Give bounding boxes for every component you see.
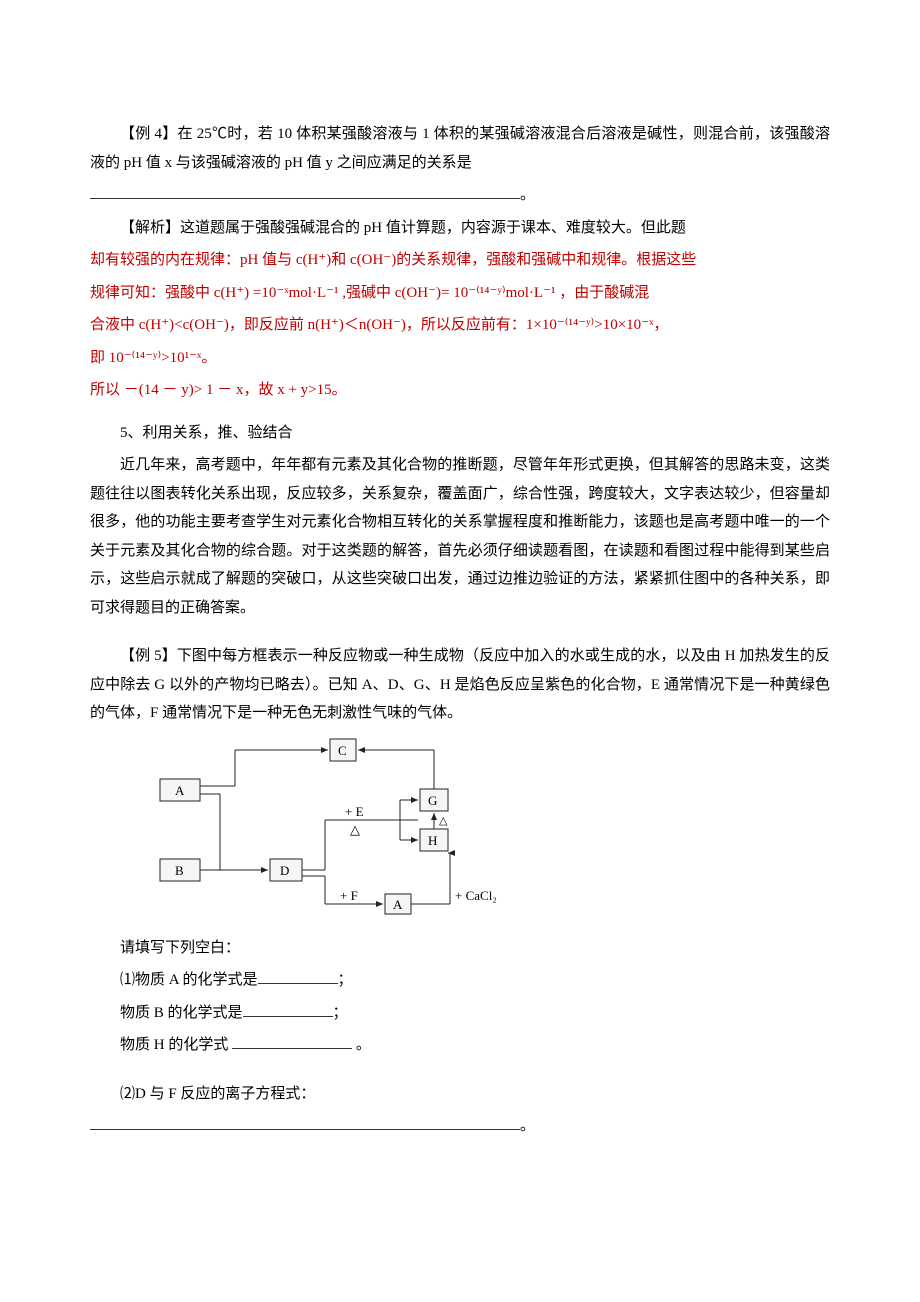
text: 【例 4】在 25℃时，若 10 体积某强酸溶液与 1 体积的某强碱溶液混合后溶… (90, 126, 830, 171)
text: 却有较强的内在规律：pH 值与 c(H⁺)和 c(OH⁻)的关系规律，强酸和强碱… (90, 252, 696, 268)
text: 【例 5】下图中每方框表示一种反应物或一种生成物（反应中加入的水或生成的水，以及… (90, 648, 830, 721)
analysis-line3: 规律可知：强酸中 c(H⁺) =10⁻ˣmol·L⁻¹ ,强碱中 c(OH⁻)=… (90, 279, 830, 308)
example4-blank-line: 。 (90, 181, 830, 210)
text: 。 (520, 1118, 535, 1134)
question-2: ⑵D 与 F 反应的离子方程式： (90, 1080, 830, 1109)
box-a2-label: A (393, 897, 403, 912)
text: 物质 B 的化学式是 (120, 1005, 243, 1021)
label-plus-f: + F (340, 888, 358, 903)
box-h-label: H (428, 833, 437, 848)
text: 请填写下列空白： (120, 940, 240, 956)
text: 近几年来，高考题中，年年都有元素及其化合物的推断题，尽管年年形式更换，但其解答的… (90, 457, 830, 616)
text: ⑵D 与 F 反应的离子方程式： (120, 1086, 315, 1102)
label-cacl2: + CaCl₂ (455, 888, 497, 903)
text: ⑴物质 A 的化学式是 (120, 972, 258, 988)
analysis-line5: 即 10⁻⁽¹⁴⁻ʸ⁾>10¹⁻ˣ。 (90, 344, 830, 373)
question-1c: 物质 H 的化学式 。 (90, 1031, 830, 1060)
example4-question: 【例 4】在 25℃时，若 10 体积某强酸溶液与 1 体积的某强碱溶液混合后溶… (90, 120, 830, 177)
analysis-line4: 合液中 c(H⁺)<c(OH⁻)，即反应前 n(H⁺)＜n(OH⁻)，所以反应前… (90, 311, 830, 340)
answer-blank (90, 1114, 520, 1130)
diagram-svg: C A B D G H A + E △ △ + F + CaCl₂ (150, 734, 530, 924)
example5-question: 【例 5】下图中每方框表示一种反应物或一种生成物（反应中加入的水或生成的水，以及… (90, 642, 830, 728)
box-g-label: G (428, 793, 437, 808)
text: 所以 －(14 － y)> 1 － x，故 x + y>15。 (90, 382, 347, 398)
question-2-blank: 。 (90, 1112, 830, 1141)
label-triangle: △ (350, 822, 360, 837)
section5-body: 近几年来，高考题中，年年都有元素及其化合物的推断题，尽管年年形式更换，但其解答的… (90, 451, 830, 622)
text: ； (338, 972, 353, 988)
text: 物质 H 的化学式 (120, 1037, 232, 1053)
text: 合液中 c(H⁺)<c(OH⁻)，即反应前 n(H⁺)＜n(OH⁻)，所以反应前… (90, 317, 668, 333)
answer-blank (232, 1033, 352, 1049)
answer-blank (90, 183, 520, 199)
text: 即 10⁻⁽¹⁴⁻ʸ⁾>10¹⁻ˣ。 (90, 350, 216, 366)
box-a-label: A (175, 783, 185, 798)
text: 规律可知：强酸中 c(H⁺) =10⁻ˣmol·L⁻¹ ,强碱中 c(OH⁻)=… (90, 285, 649, 301)
label-plus-e: + E (345, 804, 364, 819)
spacer (90, 626, 830, 642)
box-c-label: C (338, 743, 347, 758)
section5-title: 5、利用关系，推、验结合 (90, 419, 830, 448)
text: 。 (520, 187, 535, 203)
spacer (90, 409, 830, 419)
page-body: 【例 4】在 25℃时，若 10 体积某强酸溶液与 1 体积的某强碱溶液混合后溶… (0, 0, 920, 1225)
text: 。 (352, 1037, 371, 1053)
question-1b: 物质 B 的化学式是 ； (90, 999, 830, 1028)
text: 【解析】这道题属于强酸强碱混合的 pH 值计算题，内容源于课本、难度较大。但此题 (120, 220, 686, 236)
analysis-line6: 所以 －(14 － y)> 1 － x，故 x + y>15。 (90, 376, 830, 405)
box-d-label: D (280, 863, 289, 878)
text: ； (333, 1005, 348, 1021)
fill-blank-intro: 请填写下列空白： (90, 934, 830, 963)
analysis-line2: 却有较强的内在规律：pH 值与 c(H⁺)和 c(OH⁻)的关系规律，强酸和强碱… (90, 246, 830, 275)
question-1a: ⑴物质 A 的化学式是 ； (90, 966, 830, 995)
spacer (90, 1064, 830, 1080)
label-triangle-2: △ (439, 815, 448, 827)
answer-blank (258, 968, 338, 984)
answer-blank (243, 1001, 333, 1017)
text: 5、利用关系，推、验结合 (120, 425, 293, 441)
analysis-line1: 【解析】这道题属于强酸强碱混合的 pH 值计算题，内容源于课本、难度较大。但此题 (90, 214, 830, 243)
reaction-diagram: C A B D G H A + E △ △ + F + CaCl₂ (150, 734, 830, 924)
box-b-label: B (175, 863, 184, 878)
